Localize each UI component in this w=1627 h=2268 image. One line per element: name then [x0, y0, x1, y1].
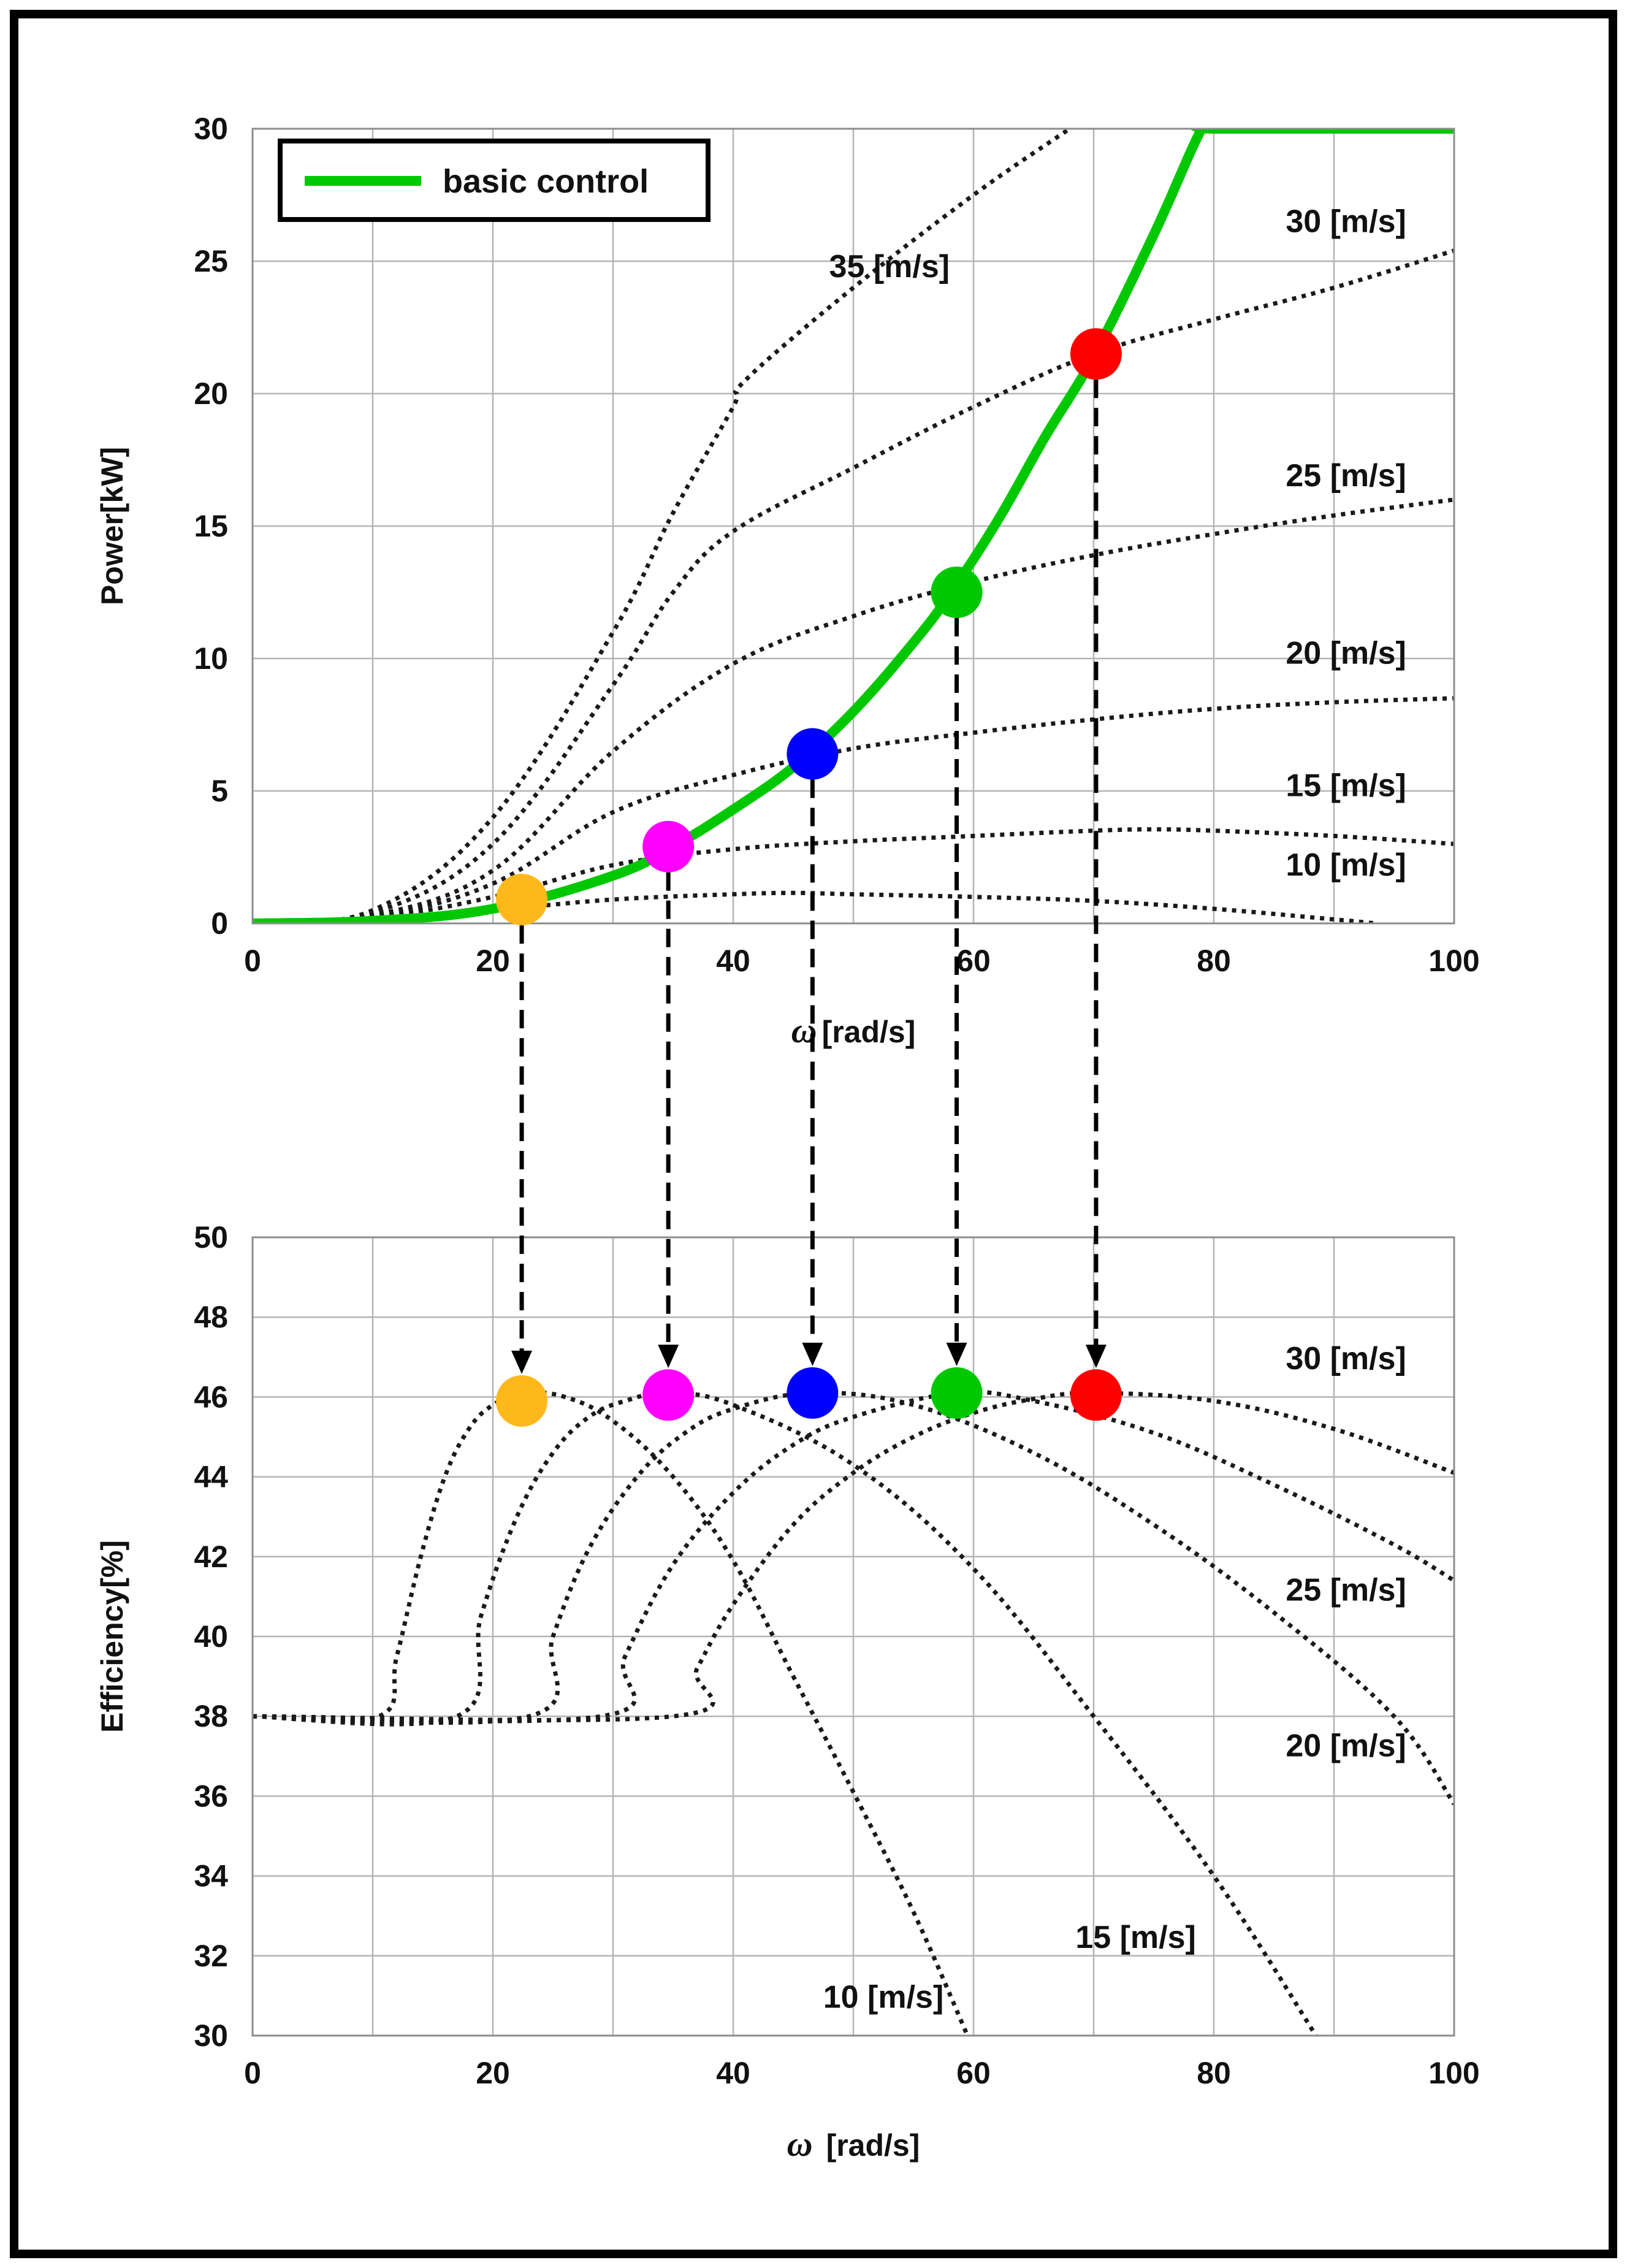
series-25-m-s — [253, 497, 1454, 923]
y-tick-label: 38 — [194, 1699, 228, 1733]
connector-arrow-head — [1085, 1345, 1107, 1369]
power-wind-speed-labels: 35 [m/s] 30 [m/s] 25 [m/s] 20 [m/s] 15 [m/s]… — [829, 204, 1406, 883]
x-tick-label: 80 — [1197, 944, 1231, 978]
y-tick-label: 34 — [194, 1859, 228, 1893]
x-tick-label: 60 — [956, 944, 991, 978]
x-tick-label: 0 — [244, 2056, 261, 2090]
operating-point-marker — [496, 874, 548, 926]
wind-speed-label: 35 [m/s] — [829, 249, 950, 284]
y-tick-label: 32 — [194, 1939, 228, 1973]
efficiency-y-axis-title: Efficiency[%] — [95, 1540, 129, 1733]
y-tick-label: 50 — [194, 1220, 228, 1254]
power-operating-points — [496, 328, 1122, 926]
x-tick-label: 20 — [476, 944, 510, 978]
x-tick-label: 40 — [716, 944, 750, 978]
y-tick-label: 25 — [194, 244, 228, 278]
operating-point-marker — [787, 728, 839, 780]
x-tick-label: 40 — [716, 2056, 750, 2090]
wind-speed-label: 30 [m/s] — [1286, 204, 1406, 239]
connector-arrow-head — [802, 1342, 823, 1366]
y-tick-label: 30 — [194, 2018, 228, 2053]
y-tick-label: 46 — [194, 1380, 228, 1414]
series-15-m-s — [253, 827, 1454, 923]
operating-point-marker — [931, 1367, 983, 1419]
y-tick-label: 40 — [194, 1619, 228, 1654]
series-25-m-s — [253, 1389, 1454, 1724]
efficiency-x-axis-unit: [rad/s] — [826, 2128, 920, 2163]
operating-point-marker — [642, 1369, 695, 1421]
wind-speed-label: 25 [m/s] — [1286, 458, 1406, 494]
operating-point-marker — [1070, 1369, 1122, 1421]
x-tick-label: 0 — [244, 944, 261, 978]
power-x-axis-title: ω [rad/s] — [791, 1010, 916, 1050]
power-x-axis-unit: [rad/s] — [822, 1015, 916, 1049]
y-tick-label: 48 — [194, 1300, 228, 1334]
wind-speed-label: 10 [m/s] — [1286, 847, 1406, 883]
efficiency-x-axis-title: ω [rad/s] — [787, 2124, 920, 2164]
wind-speed-label: 15 [m/s] — [1075, 1920, 1196, 1955]
y-tick-label: 44 — [194, 1460, 228, 1494]
efficiency-operating-points — [496, 1367, 1122, 1427]
operating-point-marker — [642, 820, 695, 872]
y-tick-label: 15 — [194, 509, 228, 543]
y-tick-label: 36 — [194, 1779, 228, 1813]
efficiency-y-tick-labels: 30 32 34 36 38 40 42 44 46 48 50 — [194, 1220, 228, 2053]
series-35-m-s — [253, 129, 1071, 923]
legend-label-basic-control: basic control — [443, 163, 649, 200]
wind-speed-label: 25 [m/s] — [1286, 1572, 1406, 1608]
y-tick-label: 5 — [211, 774, 228, 808]
efficiency-x-tick-labels: 0 20 40 60 80 100 — [244, 2056, 1480, 2090]
x-tick-label: 80 — [1197, 2056, 1231, 2090]
power-x-tick-labels: 0 20 40 60 80 100 — [244, 944, 1480, 978]
efficiency-x-axis-symbol: ω — [787, 2124, 813, 2164]
x-tick-label: 100 — [1428, 944, 1479, 978]
wind-speed-label: 15 [m/s] — [1286, 768, 1406, 804]
operating-point-marker — [496, 1375, 548, 1427]
wind-speed-label: 10 [m/s] — [823, 1979, 944, 2015]
power-plot-border — [251, 128, 1455, 925]
power-legend: basic control — [278, 139, 711, 222]
operating-point-marker — [931, 567, 983, 618]
x-tick-label: 60 — [956, 2056, 991, 2090]
power-y-tick-labels: 0 5 10 15 20 25 30 — [194, 112, 228, 941]
efficiency-wind-speed-labels: 30 [m/s] 25 [m/s] 20 [m/s] 15 [m/s] 10 [m/s] — [823, 1341, 1406, 2015]
power-y-axis-title: Power[kW] — [95, 447, 129, 605]
wind-speed-label: 20 [m/s] — [1286, 1728, 1406, 1763]
operating-point-marker — [1070, 328, 1122, 380]
series-10-m-s — [253, 1390, 970, 2036]
efficiency-chart: 30 32 34 36 38 40 42 44 46 48 50 0 20 40 60 80 100 30 [… — [95, 1220, 1480, 2164]
x-tick-label: 100 — [1428, 2056, 1479, 2090]
connector-arrow-head — [946, 1342, 967, 1366]
connector-arrow-head — [658, 1345, 679, 1369]
connector-arrow-head — [511, 1350, 533, 1374]
wind-speed-label: 20 [m/s] — [1286, 636, 1406, 671]
y-tick-label: 42 — [194, 1540, 228, 1574]
connector-arrows — [511, 380, 1107, 1374]
x-tick-label: 20 — [476, 2056, 510, 2090]
y-tick-label: 10 — [194, 641, 228, 676]
series-30-m-s — [253, 1391, 1454, 1722]
y-tick-label: 20 — [194, 376, 228, 411]
efficiency-plot-border — [251, 1236, 1455, 2037]
series-10-m-s — [253, 890, 1376, 923]
series-30-m-s — [253, 248, 1454, 923]
figure-frame — [10, 10, 1617, 2258]
y-tick-label: 0 — [211, 906, 228, 941]
operating-point-marker — [787, 1367, 839, 1419]
y-tick-label: 30 — [194, 112, 228, 146]
power-chart: 0 5 10 15 20 25 30 0 20 40 60 80 100 35 [m/s] 30 [m/… — [95, 112, 1480, 1050]
wind-speed-label: 30 [m/s] — [1286, 1341, 1406, 1376]
series-20-m-s — [253, 696, 1454, 923]
